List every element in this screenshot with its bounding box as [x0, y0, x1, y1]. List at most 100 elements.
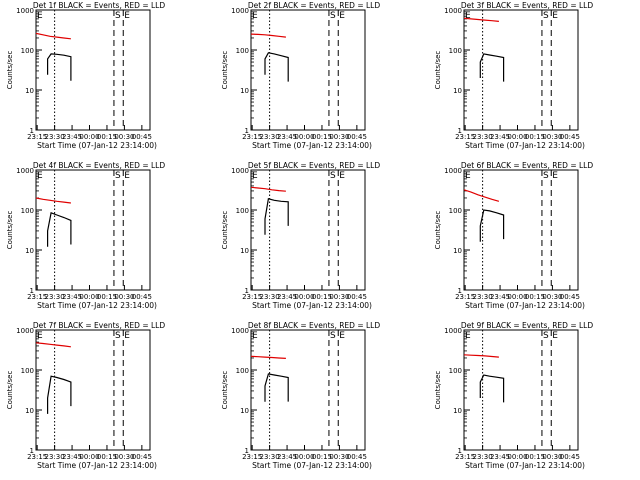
- y-tick-label: 10: [25, 247, 34, 255]
- x-tick-label: 23:45: [277, 293, 297, 301]
- x-tick-label: 00:45: [347, 133, 367, 141]
- x-tick-label: 23:15: [455, 453, 475, 461]
- y-tick-label: 1: [458, 287, 462, 295]
- y-tick-label: 1000: [16, 7, 34, 15]
- y-tick-label: 100: [449, 207, 462, 215]
- chart-panel: Det 3f BLACK = Events, RED = LLD 1 10 100 10…: [434, 1, 593, 150]
- time-marker-label: E: [124, 331, 130, 341]
- y-tick-label: 10: [240, 247, 249, 255]
- y-tick-label: 1000: [231, 327, 249, 335]
- lld-series-line: [35, 342, 71, 348]
- x-tick-label: 23:30: [473, 293, 493, 301]
- events-series-line: [479, 209, 505, 242]
- y-axis-label: Counts/sec: [6, 211, 14, 250]
- chart-title: Det 3f BLACK = Events, RED = LLD: [461, 1, 594, 10]
- time-marker-label: E: [37, 331, 43, 341]
- x-tick-label: 00:00: [507, 453, 527, 461]
- x-tick-label: 00:45: [347, 293, 367, 301]
- time-marker-label: S: [115, 331, 121, 341]
- x-tick-label: 00:45: [560, 453, 580, 461]
- x-tick-label: 23:15: [27, 133, 47, 141]
- lld-series-line: [463, 189, 500, 202]
- x-axis-label: Start Time (07-Jan-12 23:14:00): [465, 301, 585, 310]
- x-tick-label: 23:15: [455, 133, 475, 141]
- x-tick-label: 23:15: [242, 133, 262, 141]
- plot-frame: [35, 169, 151, 291]
- y-tick-label: 1000: [231, 167, 249, 175]
- chart-title: Det 7f BLACK = Events, RED = LLD: [33, 321, 166, 330]
- y-axis-label: Counts/sec: [6, 371, 14, 410]
- x-tick-label: 00:45: [347, 453, 367, 461]
- x-tick-label: 00:15: [97, 453, 117, 461]
- time-marker-label: E: [465, 171, 471, 181]
- x-tick-label: 00:00: [79, 453, 99, 461]
- y-tick-label: 1000: [231, 7, 249, 15]
- x-tick-label: 23:15: [455, 293, 475, 301]
- chart-panel: Det 5f BLACK = Events, RED = LLD 1 10 100 10…: [221, 161, 380, 310]
- x-tick-label: 00:00: [79, 293, 99, 301]
- x-tick-label: 23:45: [277, 133, 297, 141]
- x-tick-label: 00:45: [560, 133, 580, 141]
- x-tick-label: 23:45: [277, 453, 297, 461]
- time-marker-label: S: [115, 11, 121, 21]
- x-tick-label: 00:15: [97, 293, 117, 301]
- lld-series-line: [35, 197, 71, 204]
- time-marker-label: E: [339, 331, 345, 341]
- chart-panel: Det 7f BLACK = Events, RED = LLD 1 10 100 10…: [6, 321, 165, 470]
- chart-panel: Det 9f BLACK = Events, RED = LLD 1 10 100 10…: [434, 321, 593, 470]
- x-tick-label: 00:30: [542, 293, 562, 301]
- y-tick-label: 100: [21, 47, 34, 55]
- y-tick-label: 1: [458, 447, 462, 455]
- y-tick-label: 1000: [16, 327, 34, 335]
- chart-title: Det 1f BLACK = Events, RED = LLD: [33, 1, 166, 10]
- y-tick-label: 100: [236, 207, 249, 215]
- x-tick-label: 00:30: [329, 133, 349, 141]
- plot-frame: [250, 169, 366, 291]
- x-tick-label: 00:00: [507, 133, 527, 141]
- x-tick-label: 00:30: [114, 293, 134, 301]
- x-tick-label: 23:45: [62, 453, 82, 461]
- x-tick-label: 00:45: [132, 453, 152, 461]
- time-marker-label: E: [552, 171, 558, 181]
- y-tick-label: 10: [453, 407, 462, 415]
- y-tick-label: 10: [453, 87, 462, 95]
- chart-panel: Det 4f BLACK = Events, RED = LLD 1 10 100 10…: [6, 161, 165, 310]
- x-tick-label: 00:00: [294, 453, 314, 461]
- x-axis-label: Start Time (07-Jan-12 23:14:00): [37, 301, 157, 310]
- x-tick-label: 00:30: [329, 293, 349, 301]
- y-tick-label: 1000: [444, 327, 462, 335]
- x-axis-label: Start Time (07-Jan-12 23:14:00): [465, 461, 585, 470]
- plot-frame: [250, 9, 366, 131]
- y-tick-label: 10: [25, 87, 34, 95]
- chart-title: Det 8f BLACK = Events, RED = LLD: [248, 321, 381, 330]
- time-marker-label: E: [339, 11, 345, 21]
- x-tick-label: 23:30: [45, 133, 65, 141]
- plot-frame: [35, 329, 151, 451]
- x-tick-label: 23:15: [27, 453, 47, 461]
- time-marker-label: S: [543, 11, 549, 21]
- x-tick-label: 23:30: [260, 453, 280, 461]
- x-axis-label: Start Time (07-Jan-12 23:14:00): [465, 141, 585, 150]
- time-marker-label: E: [552, 11, 558, 21]
- time-marker-label: E: [124, 171, 130, 181]
- time-marker-label: E: [339, 171, 345, 181]
- x-tick-label: 23:15: [242, 293, 262, 301]
- time-marker-label: E: [465, 11, 471, 21]
- plot-frame: [463, 9, 579, 131]
- y-tick-label: 100: [236, 47, 249, 55]
- y-axis-label: Counts/sec: [434, 371, 442, 410]
- x-tick-label: 00:30: [114, 453, 134, 461]
- x-tick-label: 23:30: [45, 453, 65, 461]
- time-marker-label: E: [465, 331, 471, 341]
- time-marker-label: E: [552, 331, 558, 341]
- chart-title: Det 4f BLACK = Events, RED = LLD: [33, 161, 166, 170]
- y-tick-label: 1: [245, 127, 249, 135]
- y-tick-label: 100: [449, 47, 462, 55]
- x-axis-label: Start Time (07-Jan-12 23:14:00): [252, 461, 372, 470]
- time-marker-label: S: [330, 171, 336, 181]
- lld-series-line: [250, 33, 286, 38]
- chart-title: Det 5f BLACK = Events, RED = LLD: [248, 161, 381, 170]
- chart-title: Det 2f BLACK = Events, RED = LLD: [248, 1, 381, 10]
- events-series-line: [264, 373, 289, 402]
